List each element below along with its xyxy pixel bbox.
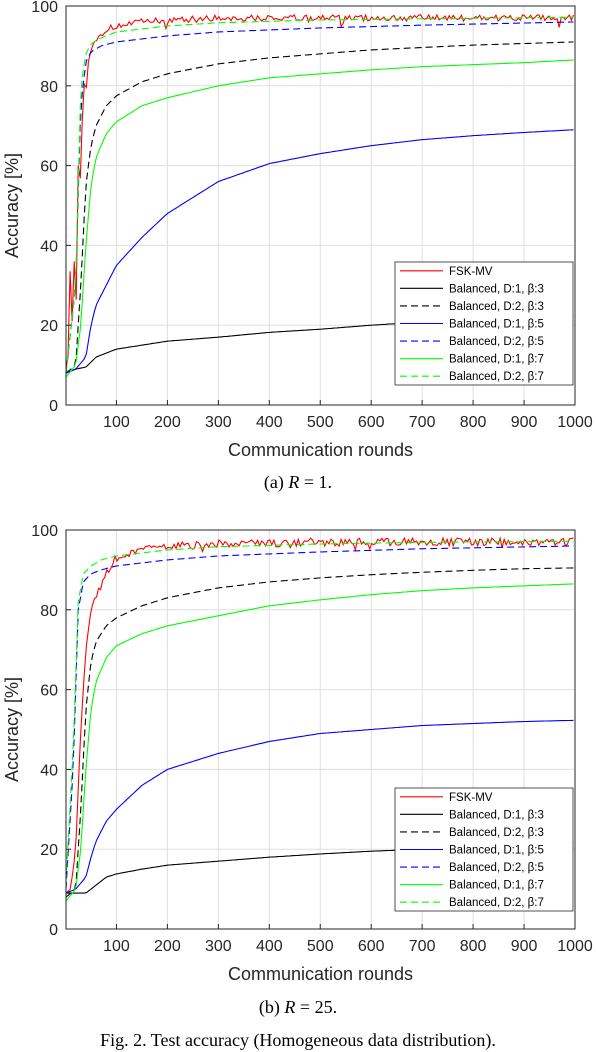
series-line <box>65 536 574 894</box>
legend-entry: Balanced, D:2, β:3 <box>449 827 544 839</box>
x-tick-label: 400 <box>256 938 283 955</box>
series-line <box>65 583 574 902</box>
subcaption: (b) R = 25. <box>259 997 337 1018</box>
subcaption-prefix: (a) <box>264 472 288 493</box>
legend-entry: Balanced, D:2, β:7 <box>449 897 544 909</box>
x-axis-label: Communication rounds <box>228 964 413 984</box>
y-tick-label: 0 <box>49 922 58 939</box>
y-tick-label: 20 <box>40 842 58 859</box>
y-tick-label: 100 <box>31 523 58 540</box>
series-line <box>65 540 574 882</box>
legend-entry: FSK-MV <box>449 792 493 804</box>
subcaption-var: R <box>287 472 299 492</box>
series-line <box>65 719 574 894</box>
figure-caption: Fig. 2. Test accuracy (Homogeneous data … <box>100 1030 496 1051</box>
x-tick-label: 700 <box>409 414 436 431</box>
legend: FSK-MV Balanced, D:1, β:3 Balanced, D:2, β… <box>394 261 574 386</box>
series-line <box>65 567 574 898</box>
x-tick-label: 500 <box>307 938 334 955</box>
x-tick-label: 600 <box>358 938 385 955</box>
x-tick-label: 1000 <box>557 938 593 955</box>
chart-a: 100 200 300 400 500 600 700 800 900 1000 0 20 40 60 80… <box>2 0 593 493</box>
x-tick-label: 100 <box>103 938 130 955</box>
subcaption-prefix: (b) <box>259 997 285 1018</box>
series-line <box>65 16 574 374</box>
y-axis-label: Accuracy [%] <box>2 677 22 782</box>
y-tick-label: 60 <box>40 683 58 700</box>
series-line <box>65 41 574 374</box>
y-tick-label: 40 <box>40 238 58 255</box>
y-tick-label: 40 <box>40 762 58 779</box>
x-tick-label: 900 <box>511 414 538 431</box>
x-tick-label: 400 <box>256 414 283 431</box>
legend-entry: FSK-MV <box>449 266 493 278</box>
series-line <box>65 129 574 374</box>
legend-entry: Balanced, D:1, β:7 <box>449 880 544 892</box>
legend-entry: Balanced, D:2, β:5 <box>449 336 544 348</box>
y-tick-label: 60 <box>40 159 58 176</box>
subcaption-var: R <box>283 997 295 1017</box>
x-tick-label: 1000 <box>557 414 593 431</box>
legend-entry: Balanced, D:1, β:5 <box>449 845 544 857</box>
series-line <box>65 545 574 890</box>
chart-b: 100 200 300 400 500 600 700 800 900 1000 0 20 40 60 80… <box>2 523 593 1018</box>
x-tick-label: 600 <box>358 414 385 431</box>
x-tick-label: 900 <box>511 938 538 955</box>
subcaption-rest: = 1. <box>299 472 332 492</box>
y-tick-label: 80 <box>40 603 58 620</box>
y-tick-label: 20 <box>40 318 58 335</box>
x-tick-label: 200 <box>154 938 181 955</box>
legend-entry: Balanced, D:2, β:5 <box>449 862 544 874</box>
legend-entry: Balanced, D:1, β:5 <box>449 319 544 331</box>
legend-entry: Balanced, D:2, β:7 <box>449 371 544 383</box>
x-axis-label: Communication rounds <box>228 440 413 460</box>
series-line <box>65 13 575 370</box>
legend-entry: Balanced, D:2, β:3 <box>449 301 544 313</box>
series-line <box>65 21 574 374</box>
x-tick-label: 300 <box>205 414 232 431</box>
series-line <box>65 59 574 378</box>
x-tick-label: 800 <box>460 938 487 955</box>
legend-entry: Balanced, D:1, β:3 <box>449 283 544 295</box>
y-axis-label: Accuracy [%] <box>2 153 22 258</box>
x-tick-label: 700 <box>409 938 436 955</box>
subcaption-rest: = 25. <box>295 997 337 1017</box>
x-tick-label: 300 <box>205 938 232 955</box>
y-tick-label: 80 <box>40 79 58 96</box>
y-tick-label: 100 <box>31 0 58 16</box>
x-tick-label: 100 <box>103 414 130 431</box>
legend: FSK-MV Balanced, D:1, β:3 Balanced, D:2, β… <box>394 787 574 912</box>
x-tick-label: 200 <box>154 414 181 431</box>
legend-entry: Balanced, D:1, β:7 <box>449 354 544 366</box>
legend-entry: Balanced, D:1, β:3 <box>449 809 544 821</box>
y-tick-label: 0 <box>49 398 58 415</box>
x-tick-label: 500 <box>307 414 334 431</box>
x-tick-label: 800 <box>460 414 487 431</box>
subcaption: (a) R = 1. <box>264 472 332 493</box>
